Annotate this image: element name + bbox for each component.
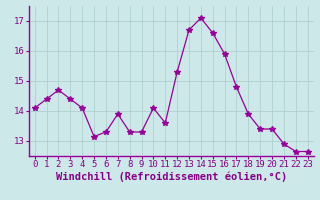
X-axis label: Windchill (Refroidissement éolien,°C): Windchill (Refroidissement éolien,°C) — [56, 172, 287, 182]
